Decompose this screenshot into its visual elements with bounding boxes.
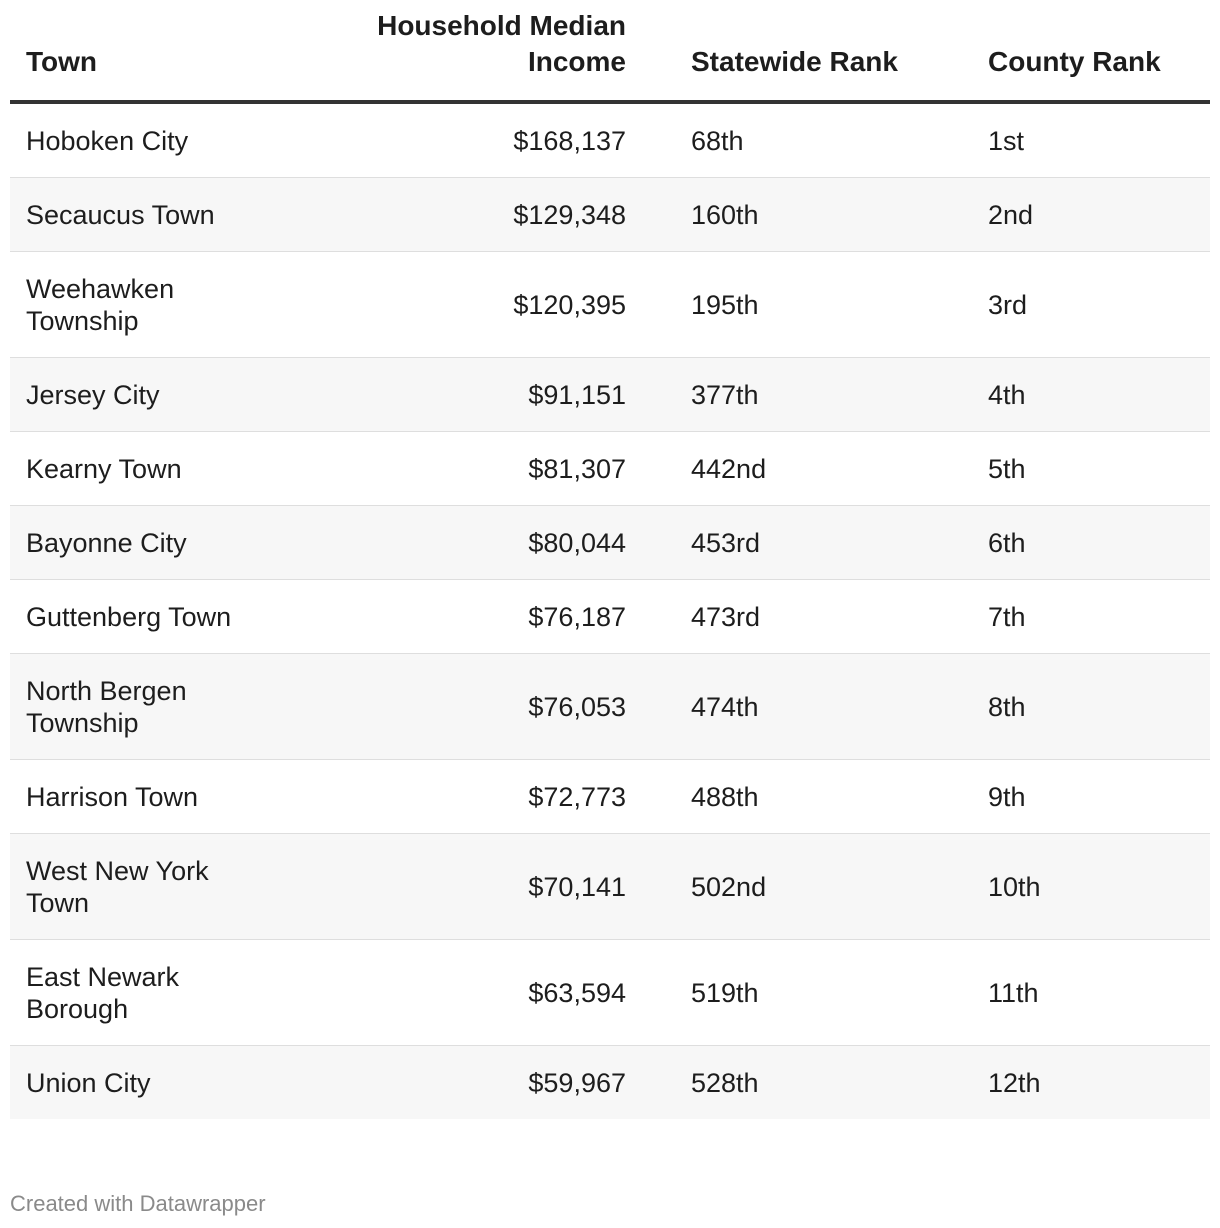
cell-statewide-rank: 474th [630,653,943,760]
table-row: North Bergen Township $76,053 474th 8th [10,653,1210,760]
cell-town: West New York Town [10,833,280,940]
cell-statewide-rank: 195th [630,251,943,358]
cell-income: $129,348 [280,177,630,252]
cell-town: Harrison Town [10,759,280,834]
cell-county-rank: 10th [943,833,1210,940]
cell-town: Hoboken City [10,102,280,178]
cell-statewide-rank: 519th [630,939,943,1046]
cell-town: Jersey City [10,357,280,432]
cell-income: $91,151 [280,357,630,432]
cell-town: Union City [10,1045,280,1119]
cell-county-rank: 11th [943,939,1210,1046]
cell-county-rank: 8th [943,653,1210,760]
table-row: East Newark Borough $63,594 519th 11th [10,939,1210,1046]
income-table: Town Household Median Income Statewide R… [10,0,1210,1119]
cell-statewide-rank: 502nd [630,833,943,940]
cell-county-rank: 12th [943,1045,1210,1119]
cell-income: $59,967 [280,1045,630,1119]
cell-town: Secaucus Town [10,177,280,252]
cell-county-rank: 4th [943,357,1210,432]
cell-income: $81,307 [280,431,630,506]
cell-county-rank: 3rd [943,251,1210,358]
cell-town: North Bergen Township [10,653,280,760]
column-header-income[interactable]: Household Median Income [280,0,630,104]
table-row: Kearny Town $81,307 442nd 5th [10,431,1210,506]
table-row: Bayonne City $80,044 453rd 6th [10,505,1210,580]
cell-statewide-rank: 160th [630,177,943,252]
table-row: Hoboken City $168,137 68th 1st [10,102,1210,178]
cell-county-rank: 9th [943,759,1210,834]
table-row: Secaucus Town $129,348 160th 2nd [10,177,1210,252]
table-body: Hoboken City $168,137 68th 1st Secaucus … [10,102,1210,1119]
table-row: Union City $59,967 528th 12th [10,1045,1210,1119]
cell-county-rank: 7th [943,579,1210,654]
cell-statewide-rank: 473rd [630,579,943,654]
cell-statewide-rank: 528th [630,1045,943,1119]
cell-county-rank: 2nd [943,177,1210,252]
table-row: Weehawken Township $120,395 195th 3rd [10,251,1210,358]
cell-town: East Newark Borough [10,939,280,1046]
table-row: West New York Town $70,141 502nd 10th [10,833,1210,940]
table-row: Jersey City $91,151 377th 4th [10,357,1210,432]
table-header: Town Household Median Income Statewide R… [10,0,1210,104]
cell-county-rank: 6th [943,505,1210,580]
header-row: Town Household Median Income Statewide R… [10,0,1210,104]
cell-county-rank: 1st [943,102,1210,178]
cell-income: $63,594 [280,939,630,1046]
data-table-container: Town Household Median Income Statewide R… [10,0,1210,1119]
cell-town: Weehawken Township [10,251,280,358]
cell-town: Guttenberg Town [10,579,280,654]
cell-income: $120,395 [280,251,630,358]
cell-income: $70,141 [280,833,630,940]
datawrapper-credit[interactable]: Created with Datawrapper [10,1191,266,1216]
cell-income: $80,044 [280,505,630,580]
cell-income: $76,053 [280,653,630,760]
cell-statewide-rank: 453rd [630,505,943,580]
cell-statewide-rank: 377th [630,357,943,432]
cell-statewide-rank: 442nd [630,431,943,506]
column-header-statewide-rank[interactable]: Statewide Rank [630,0,943,104]
table-row: Guttenberg Town $76,187 473rd 7th [10,579,1210,654]
cell-statewide-rank: 68th [630,102,943,178]
cell-income: $72,773 [280,759,630,834]
cell-county-rank: 5th [943,431,1210,506]
column-header-county-rank[interactable]: County Rank [943,0,1210,104]
cell-town: Bayonne City [10,505,280,580]
cell-income: $168,137 [280,102,630,178]
table-row: Harrison Town $72,773 488th 9th [10,759,1210,834]
cell-statewide-rank: 488th [630,759,943,834]
column-header-town[interactable]: Town [10,0,280,104]
cell-town: Kearny Town [10,431,280,506]
cell-income: $76,187 [280,579,630,654]
